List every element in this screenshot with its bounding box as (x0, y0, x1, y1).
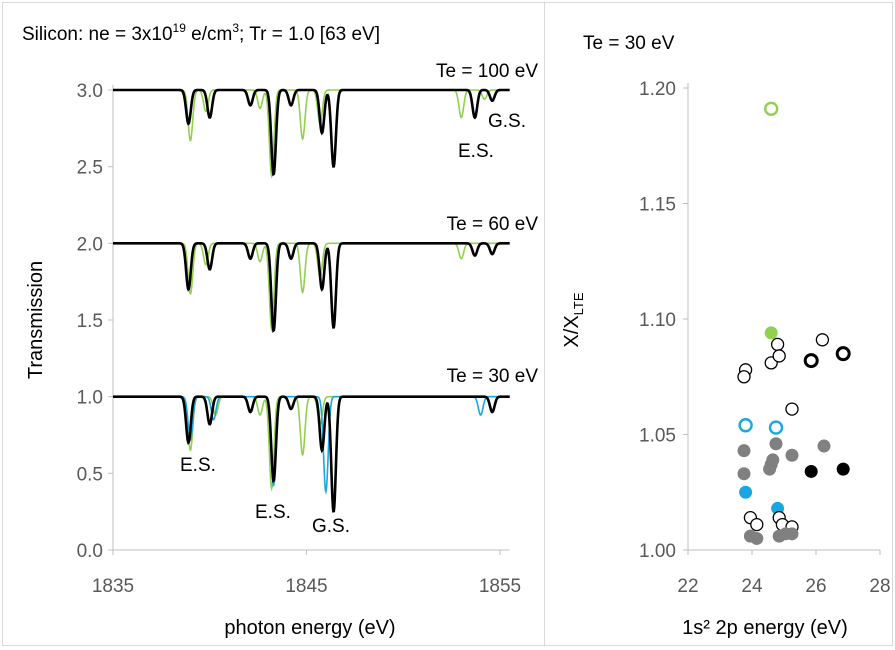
annotation-te60: Te = 60 eV (447, 214, 539, 235)
right-x-tick-label: 24 (741, 576, 763, 597)
scatter-point (737, 370, 751, 384)
left-x-tick-label: 1855 (479, 576, 521, 597)
right-y-tick-label: 1.10 (639, 310, 676, 331)
left-y-axis-title: Transmission (25, 261, 47, 379)
left-y-tick-label: 1.5 (77, 311, 103, 332)
scatter-point (785, 402, 799, 416)
series-line-green-panel-0 (113, 89, 510, 179)
scatter-point (764, 326, 778, 340)
left-x-tick-label: 1845 (285, 576, 327, 597)
left-x-axis-title: photon energy (eV) (224, 617, 395, 639)
scatter-point (763, 462, 777, 476)
annotation-te100: Te = 100 eV (436, 61, 538, 82)
scatter-point (835, 346, 851, 362)
right-points (737, 101, 851, 545)
scatter-point (750, 517, 764, 532)
scatter-point (739, 485, 753, 499)
annotation-gs-top: G.S. (488, 111, 526, 132)
left-y-tick-label: 2.0 (77, 234, 103, 255)
left-axes: 0.0 0.5 1.0 1.5 2.0 2.5 3.0 1835 1845 1855 (77, 81, 522, 597)
scatter-point (785, 527, 799, 541)
left-x-tick-label: 1835 (92, 576, 134, 597)
scatter-point (804, 464, 818, 478)
scatter-point (769, 437, 783, 451)
annotation-es-low1: E.S. (180, 455, 216, 476)
right-y-tick-label: 1.05 (639, 426, 676, 447)
right-y-tick-label: 1.15 (639, 195, 676, 216)
series-line-black-panel-0 (113, 88, 510, 177)
right-y-tick-label: 1.20 (639, 79, 676, 100)
scatter-point (737, 444, 751, 458)
scatter-point (785, 448, 799, 462)
left-y-tick-label: 0.5 (77, 464, 103, 485)
annotation-gs-low: G.S. (312, 516, 350, 537)
scatter-point (836, 462, 850, 476)
right-chart-frame (545, 2, 893, 646)
scatter-point (803, 353, 819, 369)
left-y-tick-label: 0.0 (77, 541, 103, 562)
left-chart-title: Silicon: ne = 3x1019 e/cm3; Tr = 1.0 [63… (22, 21, 380, 45)
right-axes: 1.00 1.05 1.10 1.15 1.20 22 24 26 28 (639, 79, 891, 597)
series-line-green-panel-2 (113, 395, 510, 492)
right-y-tick-label: 1.00 (639, 541, 676, 562)
right-y-axis-title: X/XLTE (561, 292, 586, 347)
scatter-point (815, 333, 830, 347)
right-x-tick-label: 28 (869, 576, 890, 597)
scatter-point (750, 531, 764, 545)
scatter-point (738, 418, 753, 433)
series-line-blue-panel-2 (113, 395, 510, 495)
left-series (113, 88, 510, 513)
series-line-green-panel-1 (113, 242, 510, 333)
left-y-tick-label: 3.0 (77, 81, 103, 102)
scatter-point (770, 337, 785, 352)
right-x-tick-label: 22 (677, 576, 698, 597)
right-chart-title: Te = 30 eV (583, 33, 675, 54)
scatter-point (737, 467, 751, 481)
annotation-es-top: E.S. (458, 141, 494, 162)
scatter-point (768, 420, 784, 435)
series-line-black-panel-2 (113, 395, 510, 513)
annotation-es-low2: E.S. (255, 502, 291, 523)
series-line-black-panel-1 (113, 242, 510, 333)
right-x-axis-title: 1s² 2p energy (eV) (682, 617, 848, 639)
left-chart-frame (2, 2, 545, 646)
scatter-point (817, 439, 831, 453)
scatter-point (764, 101, 779, 116)
annotation-te30: Te = 30 eV (447, 366, 539, 387)
scatter-point (772, 349, 786, 363)
left-y-tick-label: 1.0 (77, 388, 103, 409)
right-x-tick-label: 26 (805, 576, 826, 597)
left-y-tick-label: 2.5 (77, 158, 103, 179)
